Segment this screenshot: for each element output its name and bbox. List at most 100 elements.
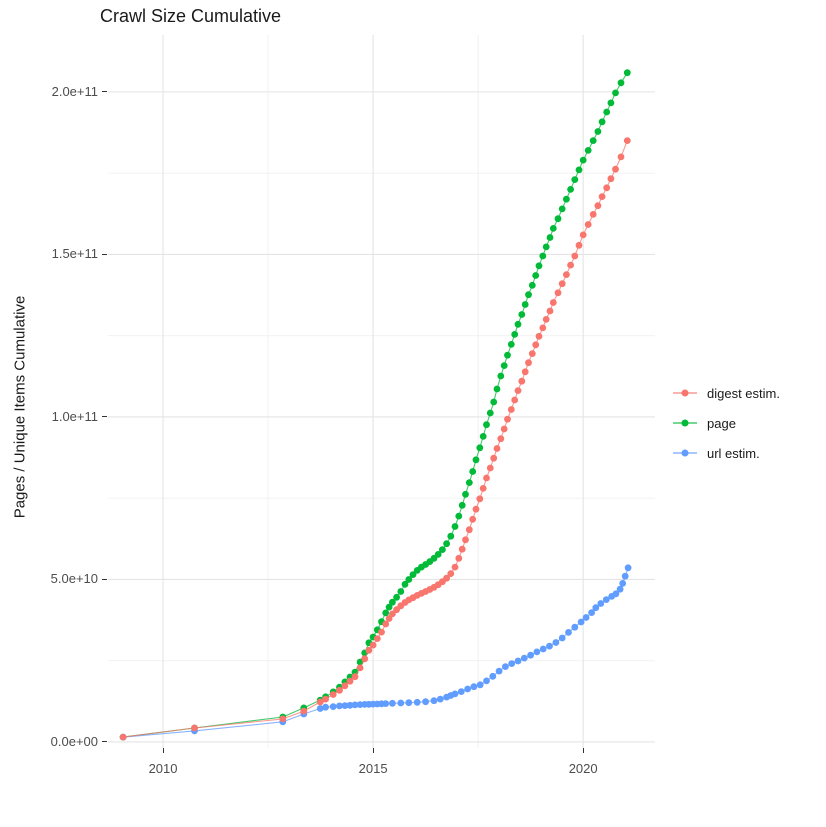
y-tick-mark xyxy=(102,416,107,418)
data-point xyxy=(341,702,349,709)
legend-key-icon xyxy=(672,414,698,432)
data-point xyxy=(612,590,620,598)
data-point xyxy=(507,341,515,348)
data-point xyxy=(528,350,536,357)
data-point xyxy=(539,324,547,332)
data-point xyxy=(598,193,606,201)
data-point xyxy=(336,686,343,694)
data-point xyxy=(397,588,405,595)
data-point xyxy=(322,703,329,711)
data-point xyxy=(546,307,554,315)
data-point xyxy=(457,688,465,695)
data-point xyxy=(602,596,610,603)
data-point xyxy=(575,166,583,174)
data-point xyxy=(465,479,473,486)
y-axis-title: Pages / Unique Items Cumulative xyxy=(11,295,29,519)
data-point xyxy=(389,610,396,618)
data-point xyxy=(525,359,532,367)
y-tick-mark xyxy=(102,91,107,93)
data-point xyxy=(511,396,519,404)
data-point xyxy=(508,660,516,667)
data-point xyxy=(504,351,511,359)
data-point xyxy=(514,657,522,665)
data-point xyxy=(469,515,477,523)
data-point xyxy=(191,724,198,732)
data-point xyxy=(493,385,501,393)
data-point xyxy=(329,703,337,710)
plot-area xyxy=(108,35,655,748)
data-point xyxy=(542,316,550,323)
data-point xyxy=(397,699,405,707)
data-point xyxy=(623,137,631,144)
data-point xyxy=(619,580,627,587)
data-point xyxy=(401,580,409,588)
data-point xyxy=(373,635,381,642)
plot-panel xyxy=(108,35,655,748)
legend-key-dot xyxy=(681,449,689,457)
data-point xyxy=(518,377,526,385)
data-point xyxy=(528,281,536,289)
data-point xyxy=(483,474,490,482)
data-point xyxy=(579,231,587,239)
data-point xyxy=(382,609,390,617)
series-line-url-estim- xyxy=(123,567,629,738)
data-point xyxy=(584,221,592,228)
data-point xyxy=(439,546,446,553)
y-tick-label: 0.0e+00 xyxy=(50,733,98,749)
data-point xyxy=(594,202,602,210)
data-point xyxy=(472,505,480,513)
data-point xyxy=(493,445,501,452)
data-point xyxy=(483,677,490,685)
data-point xyxy=(549,299,557,306)
y-tick-label: 5.0e+10 xyxy=(50,571,98,587)
data-point xyxy=(486,464,494,472)
data-point xyxy=(393,593,400,601)
data-point xyxy=(378,628,385,636)
legend-key-dot xyxy=(681,389,689,397)
data-point xyxy=(504,415,511,423)
data-point xyxy=(316,705,324,712)
data-point xyxy=(490,454,498,462)
data-point xyxy=(451,563,459,571)
y-tick-mark xyxy=(102,578,107,580)
data-point xyxy=(563,271,570,278)
data-point xyxy=(336,702,343,710)
legend: digest estim. page url estim. xyxy=(672,378,780,468)
data-point xyxy=(612,165,619,173)
data-point xyxy=(542,243,550,251)
data-point xyxy=(486,409,494,417)
data-point xyxy=(577,618,585,626)
data-point xyxy=(565,629,572,636)
data-point xyxy=(589,137,597,144)
data-point xyxy=(571,252,579,260)
data-point xyxy=(500,362,508,369)
data-point xyxy=(447,532,455,540)
data-point xyxy=(346,701,354,709)
data-point xyxy=(469,468,477,475)
data-point xyxy=(385,603,393,611)
data-point xyxy=(612,89,619,97)
data-point xyxy=(341,682,349,690)
legend-key-icon xyxy=(672,444,698,462)
data-point xyxy=(621,572,629,580)
data-point xyxy=(520,654,528,662)
data-point xyxy=(588,609,595,616)
y-tick-label: 1.0e+11 xyxy=(51,408,98,424)
data-point xyxy=(490,398,498,406)
data-point xyxy=(382,620,390,628)
data-point xyxy=(514,387,522,394)
data-point xyxy=(549,225,557,232)
data-point xyxy=(546,642,553,650)
data-point xyxy=(489,672,497,680)
data-point xyxy=(582,614,590,621)
data-point xyxy=(382,700,390,707)
data-point xyxy=(369,641,377,649)
data-point xyxy=(624,564,632,572)
data-point xyxy=(603,108,611,116)
data-point xyxy=(527,651,534,659)
y-tick-mark xyxy=(102,741,107,743)
data-point xyxy=(558,634,566,642)
data-point xyxy=(514,320,522,328)
data-point xyxy=(346,677,354,685)
data-point xyxy=(616,585,624,593)
